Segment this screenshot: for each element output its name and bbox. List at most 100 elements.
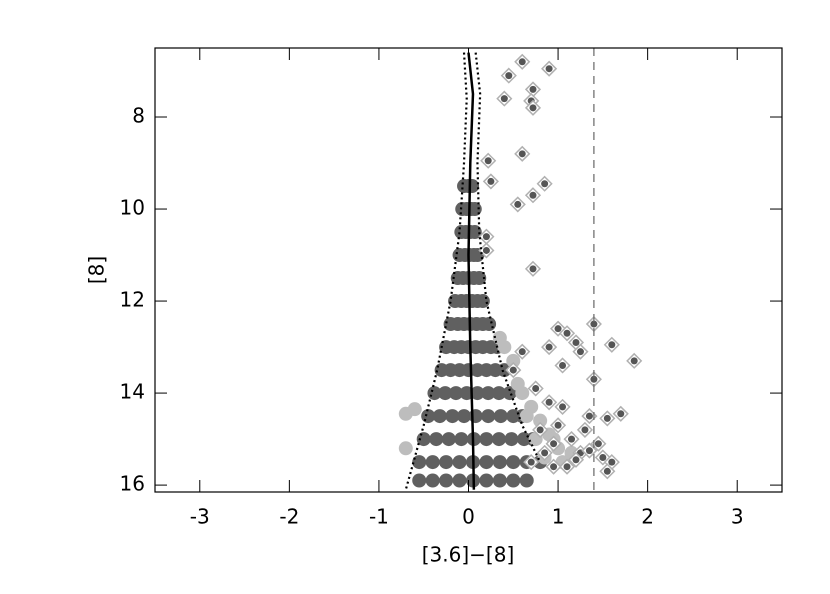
diamond-dot (518, 348, 526, 356)
diamond-dot (529, 85, 537, 93)
diamond-dot (529, 191, 537, 199)
diamond-dot (572, 338, 580, 346)
diamond-point (478, 228, 495, 245)
diamond-point (563, 431, 580, 448)
diamond-dot (608, 458, 616, 466)
diamond-point (496, 90, 513, 107)
point (519, 473, 534, 488)
y-tick-label: 12 (120, 288, 145, 312)
x-axis-label: [3.6]−[8] (422, 543, 515, 567)
diamond-dot (599, 453, 607, 461)
diamond-point (581, 408, 598, 425)
diamond-dot (563, 463, 571, 471)
diamond-point (524, 81, 542, 98)
diamond-dot (545, 65, 553, 73)
point (459, 386, 474, 401)
diamond-dot (590, 375, 598, 383)
diamond-dot (581, 426, 589, 434)
diamond-point (545, 435, 562, 452)
diamond-point (514, 53, 531, 70)
diamond-point (554, 398, 571, 415)
diamond-point (541, 60, 558, 77)
diamond-point (514, 343, 531, 360)
diamond-point (626, 352, 643, 369)
diamond-dot (541, 449, 549, 457)
diamond-dot (541, 180, 549, 188)
diamond-dot (532, 384, 540, 392)
point (439, 473, 454, 488)
diamond-point (554, 357, 571, 374)
diamond-dot (603, 414, 611, 422)
diamond-point (500, 67, 517, 84)
point (519, 409, 534, 424)
point (497, 340, 512, 355)
diamond-point (536, 175, 553, 192)
point (479, 473, 494, 488)
diamond-point (523, 454, 540, 471)
y-tick-label: 10 (120, 196, 145, 220)
point (533, 413, 548, 428)
diamond-dot (572, 456, 580, 464)
diamond-point (612, 405, 629, 422)
point (506, 473, 521, 488)
diamond-dot (590, 320, 598, 328)
diamond-dot (559, 361, 567, 369)
diamond-point (524, 187, 542, 204)
point (412, 455, 427, 470)
point (439, 455, 454, 470)
diamond-point (550, 417, 567, 434)
diamond-point (480, 152, 497, 169)
point (504, 432, 519, 447)
diamond-dot (545, 343, 553, 351)
diamond-point (590, 435, 607, 452)
y-tick-label: 14 (120, 380, 145, 404)
point (432, 409, 447, 424)
diamond-point (576, 421, 594, 438)
diamond-dot (505, 72, 513, 80)
point (481, 386, 496, 401)
point (470, 386, 485, 401)
x-tick-label: 2 (641, 505, 654, 529)
diamond-dot (545, 398, 553, 406)
diamond-dot (554, 325, 562, 333)
x-tick-label: -1 (369, 505, 389, 529)
diamond-dot (529, 104, 537, 112)
diamond-dot (518, 58, 526, 66)
diamond-dot (576, 348, 584, 356)
diamond-dot (617, 410, 625, 418)
point (481, 409, 496, 424)
point (398, 441, 413, 456)
diamond-point (581, 442, 598, 459)
diamond-dot (608, 341, 616, 349)
point (441, 432, 456, 447)
y-axis-label: [8] (85, 256, 109, 284)
point (468, 409, 483, 424)
x-tick-label: -3 (190, 505, 210, 529)
diamond-dot (527, 458, 535, 466)
point (416, 432, 431, 447)
point (412, 473, 427, 488)
diamond-dot (559, 403, 567, 411)
point (438, 386, 453, 401)
point (492, 473, 507, 488)
diamond-dot (500, 95, 508, 103)
diamond-dot (536, 426, 544, 434)
diamond-dot (509, 366, 517, 374)
diamond-point (482, 173, 499, 190)
line-solid (467, 52, 476, 490)
diamond-point (514, 145, 531, 162)
point (491, 432, 506, 447)
diamond-point (524, 99, 542, 116)
point (429, 432, 444, 447)
y-tick-label: 8 (132, 104, 145, 128)
y-tick-label: 16 (120, 472, 145, 496)
point (506, 353, 521, 368)
diamond-dot (585, 412, 593, 420)
diamond-dot (594, 440, 602, 448)
diamond-point (599, 410, 616, 427)
diamond-dot (487, 177, 495, 185)
point (482, 317, 497, 332)
diamond-point (532, 421, 549, 438)
diamond-dot (550, 440, 558, 448)
